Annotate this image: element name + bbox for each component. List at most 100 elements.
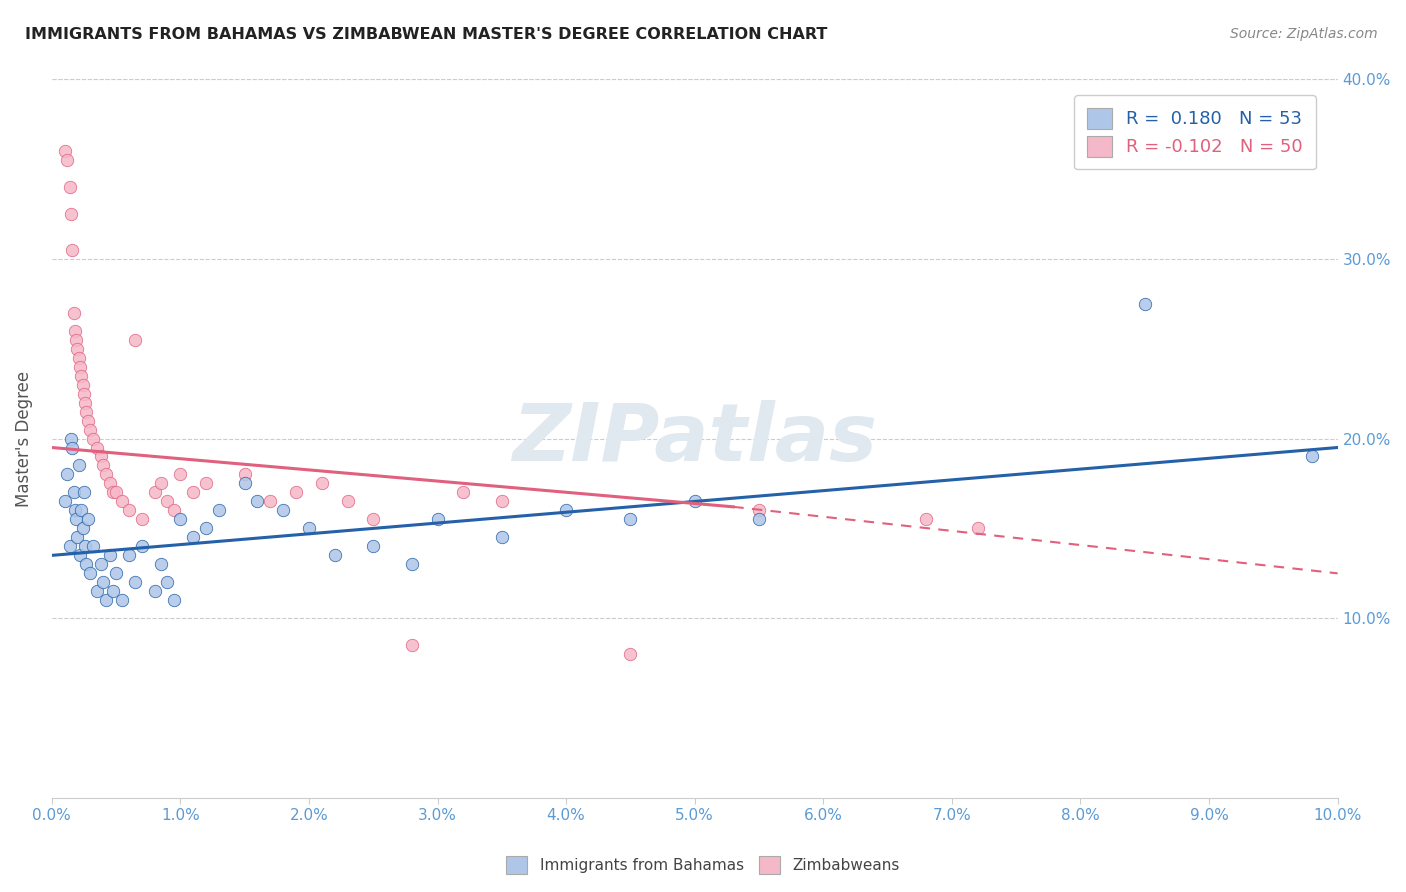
Point	[150, 558, 173, 572]
Point	[76, 558, 98, 572]
Point	[65, 333, 87, 347]
Point	[69, 549, 91, 563]
Point	[98, 549, 121, 563]
Text: Source: ZipAtlas.com: Source: ZipAtlas.com	[1230, 27, 1378, 41]
Point	[298, 521, 321, 535]
Point	[118, 549, 141, 563]
Point	[105, 485, 128, 500]
Point	[70, 368, 93, 383]
Point	[451, 485, 474, 500]
Point	[60, 441, 83, 455]
Text: ZIPatlas: ZIPatlas	[512, 400, 877, 477]
Point	[105, 566, 128, 581]
Point	[491, 530, 513, 544]
Point	[619, 647, 641, 661]
Point	[124, 333, 146, 347]
Point	[163, 593, 186, 607]
Point	[62, 485, 84, 500]
Point	[195, 521, 218, 535]
Point	[66, 530, 89, 544]
Point	[233, 476, 256, 491]
Point	[60, 243, 83, 257]
Point	[98, 476, 121, 491]
Point	[401, 638, 423, 652]
Point	[683, 494, 706, 508]
Legend: R =  0.180   N = 53, R = -0.102   N = 50: R = 0.180 N = 53, R = -0.102 N = 50	[1074, 95, 1316, 169]
Point	[65, 512, 87, 526]
Text: IMMIGRANTS FROM BAHAMAS VS ZIMBABWEAN MASTER'S DEGREE CORRELATION CHART: IMMIGRANTS FROM BAHAMAS VS ZIMBABWEAN MA…	[25, 27, 828, 42]
Point	[966, 521, 988, 535]
Point	[169, 512, 191, 526]
Point	[271, 503, 294, 517]
Point	[53, 494, 76, 508]
Point	[111, 593, 134, 607]
Point	[86, 441, 108, 455]
Point	[246, 494, 269, 508]
Point	[66, 342, 89, 356]
Point	[53, 144, 76, 158]
Point	[59, 179, 82, 194]
Point	[181, 530, 204, 544]
Point	[70, 503, 93, 517]
Point	[56, 467, 79, 482]
Point	[285, 485, 308, 500]
Point	[555, 503, 578, 517]
Point	[91, 458, 114, 473]
Point	[208, 503, 231, 517]
Point	[915, 512, 938, 526]
Point	[67, 458, 90, 473]
Point	[76, 413, 98, 427]
Point	[72, 521, 94, 535]
Point	[311, 476, 333, 491]
Point	[259, 494, 281, 508]
Point	[150, 476, 173, 491]
Point	[75, 395, 97, 409]
Point	[1301, 450, 1323, 464]
Point	[491, 494, 513, 508]
Point	[62, 306, 84, 320]
Point	[143, 485, 166, 500]
Point	[181, 485, 204, 500]
Point	[401, 558, 423, 572]
Legend: Immigrants from Bahamas, Zimbabweans: Immigrants from Bahamas, Zimbabweans	[501, 850, 905, 880]
Point	[124, 575, 146, 590]
Point	[156, 575, 179, 590]
Point	[94, 467, 117, 482]
Point	[60, 207, 83, 221]
Point	[619, 512, 641, 526]
Point	[111, 494, 134, 508]
Point	[169, 467, 191, 482]
Point	[76, 404, 98, 418]
Point	[131, 512, 153, 526]
Point	[73, 386, 96, 401]
Point	[748, 512, 770, 526]
Point	[748, 503, 770, 517]
Point	[94, 593, 117, 607]
Point	[91, 575, 114, 590]
Point	[336, 494, 359, 508]
Point	[79, 423, 101, 437]
Point	[131, 540, 153, 554]
Point	[56, 153, 79, 167]
Point	[118, 503, 141, 517]
Point	[69, 359, 91, 374]
Point	[90, 450, 112, 464]
Point	[143, 584, 166, 599]
Point	[1133, 296, 1156, 310]
Point	[67, 351, 90, 365]
Point	[90, 558, 112, 572]
Point	[426, 512, 449, 526]
Point	[60, 432, 83, 446]
Point	[103, 584, 125, 599]
Point	[73, 485, 96, 500]
Point	[361, 512, 384, 526]
Point	[195, 476, 218, 491]
Point	[63, 503, 86, 517]
Point	[82, 432, 104, 446]
Point	[323, 549, 346, 563]
Point	[86, 584, 108, 599]
Point	[72, 377, 94, 392]
Point	[233, 467, 256, 482]
Point	[163, 503, 186, 517]
Point	[79, 566, 101, 581]
